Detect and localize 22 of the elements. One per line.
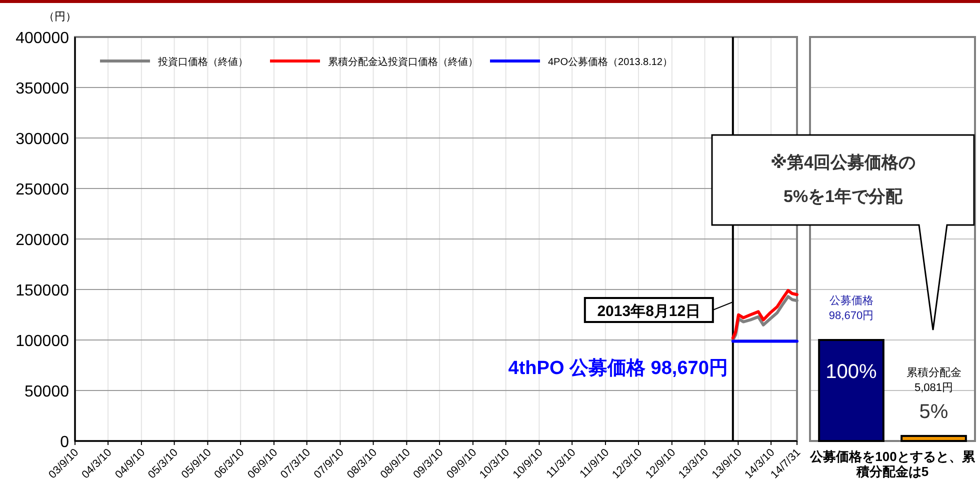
legend-label: 4PO公募価格（2013.8.12） [548,56,672,68]
annotation: 4thPO 公募価格 98,670円 [508,357,728,379]
y-tick-label: 0 [60,434,70,451]
ref-line-label: 2013年8月12日 [597,303,701,320]
y-axis-title: （円） [44,11,76,23]
y-tick-label: 300000 [16,131,70,148]
y-tick-label: 250000 [16,182,70,198]
annotation: 累積分配金 5,081円 [906,366,962,394]
legend-label: 累積分配金込投資口価格（終値） [328,56,478,68]
y-tick-label: 200000 [16,232,70,249]
y-tick-label: 150000 [16,282,70,300]
y-tick-label: 350000 [16,80,70,98]
y-tick-label: 400000 [16,30,70,47]
annotation: ※第4回公募価格の 5%を1年で分配 [770,153,916,206]
line-series [731,289,798,340]
data-label: 100% [826,361,878,383]
y-tick-label: 100000 [16,333,70,350]
legend-label: 投資口価格（終値） [157,56,248,68]
text: 公募価格を100とすると、累積分配金は5 [809,449,976,479]
data-label: 5% [919,400,948,423]
annotation: 公募価格 98,670円 [828,294,874,322]
y-tick-label: 50000 [24,384,70,400]
